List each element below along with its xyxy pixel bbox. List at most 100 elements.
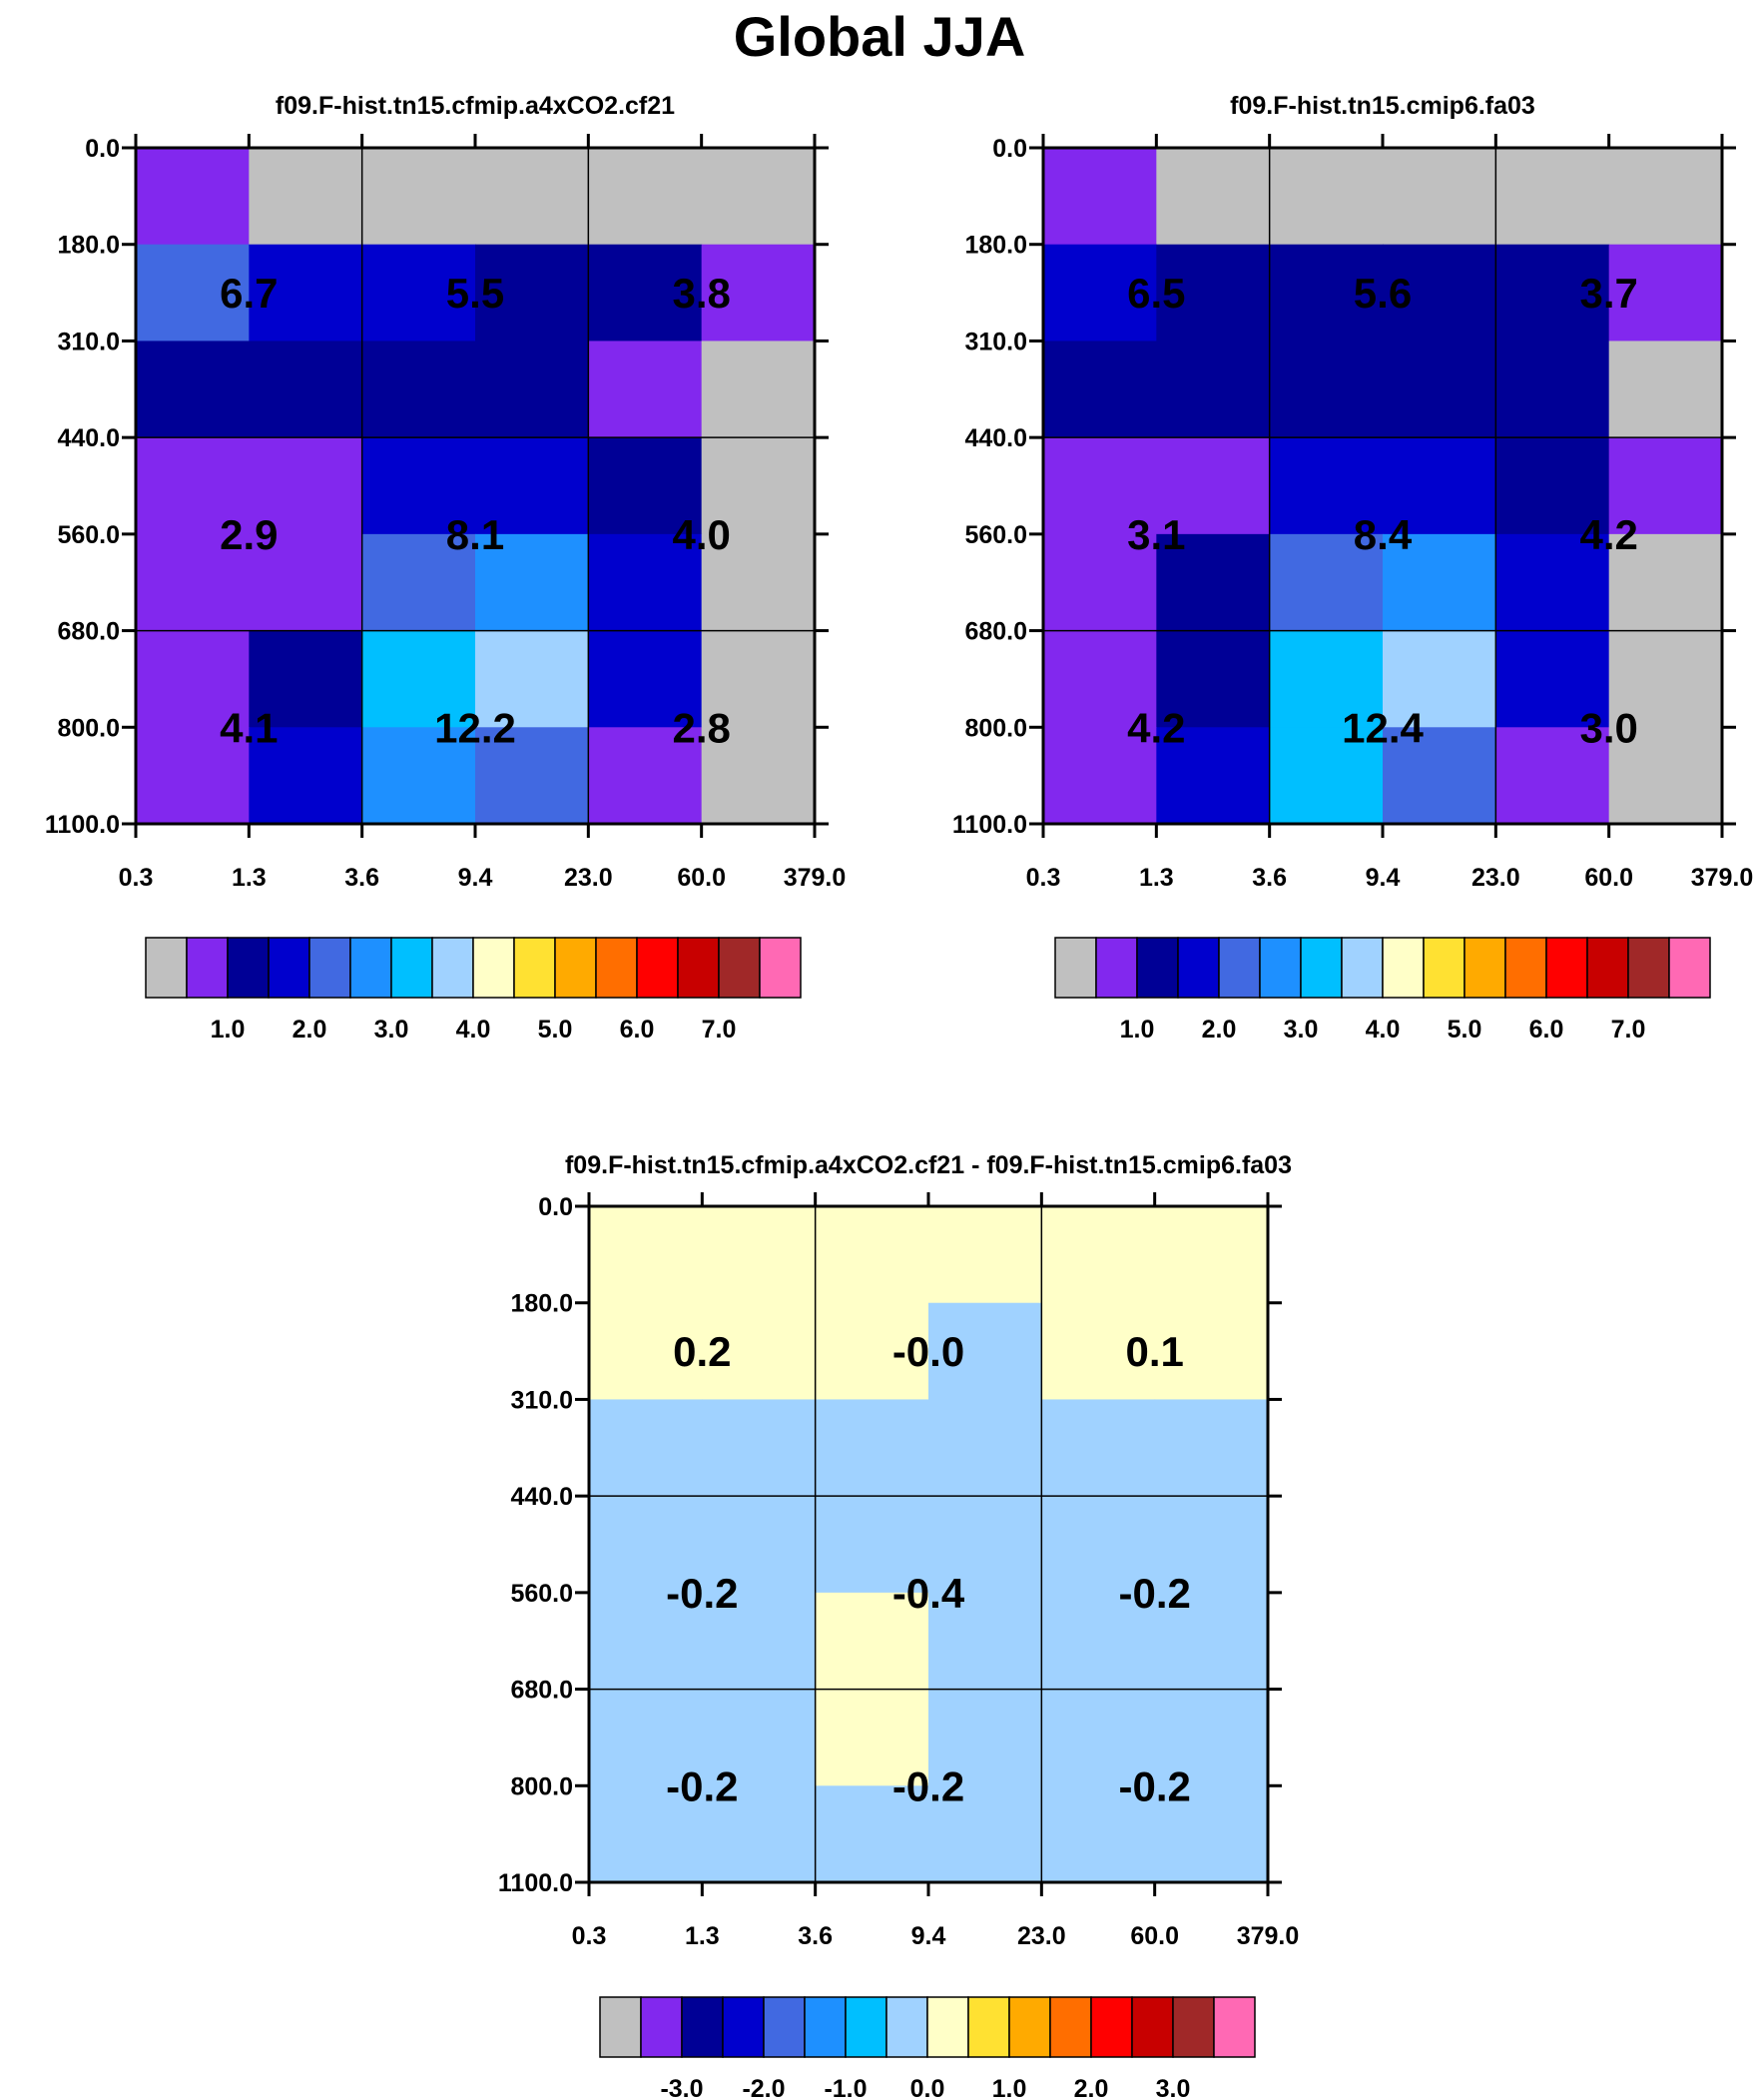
y-tick-label: 440.0 bbox=[964, 424, 1027, 452]
colorbar-box bbox=[1545, 937, 1588, 999]
cell-p2-r6-c0 bbox=[589, 1785, 703, 1883]
cell-p2-r5-c5 bbox=[1154, 1689, 1269, 1786]
y-tick-label: 310.0 bbox=[964, 328, 1027, 355]
y-tick-label: 0.0 bbox=[85, 135, 120, 163]
cell-p2-r2-c4 bbox=[1041, 1399, 1156, 1497]
cell-p1-r5-c3 bbox=[1383, 630, 1496, 728]
colorbar-label: 2.0 bbox=[293, 1016, 327, 1044]
y-tick-label: 560.0 bbox=[57, 521, 120, 549]
colorbar-box bbox=[431, 937, 474, 999]
cell-p0-r5-c4 bbox=[588, 630, 703, 728]
cell-p0-r6-c4 bbox=[588, 727, 703, 825]
x-tick-label: 23.0 bbox=[1017, 1922, 1066, 1950]
y-tick-label: 680.0 bbox=[57, 618, 120, 646]
cell-p2-r0-c1 bbox=[702, 1206, 817, 1304]
y-tick-label: 180.0 bbox=[57, 232, 120, 260]
cell-p0-r0-c3 bbox=[475, 148, 589, 246]
colorbar-label: 7.0 bbox=[702, 1016, 737, 1044]
cell-p0-r2-c4 bbox=[588, 341, 703, 438]
cell-p1-r6-c5 bbox=[1608, 727, 1723, 825]
x-tick-label: 1.3 bbox=[1139, 864, 1174, 892]
cell-p1-r1-c1 bbox=[1156, 244, 1271, 343]
colorbar-box bbox=[1090, 1996, 1133, 2058]
colorbar-box bbox=[1464, 937, 1506, 999]
cell-p1-r4-c0 bbox=[1043, 533, 1157, 632]
data-label: -0.0 bbox=[892, 1328, 964, 1375]
x-tick-label: 1.3 bbox=[685, 1922, 720, 1950]
cell-p0-r4-c3 bbox=[475, 533, 589, 632]
y-tick-label: 560.0 bbox=[964, 521, 1027, 549]
y-tick-label: 180.0 bbox=[964, 232, 1027, 260]
colorbar-box bbox=[599, 1996, 642, 2058]
y-tick-label: 800.0 bbox=[510, 1772, 573, 1800]
data-label: 3.7 bbox=[1579, 270, 1637, 317]
colorbar-box bbox=[1259, 937, 1302, 999]
data-label: 0.1 bbox=[1125, 1328, 1183, 1375]
data-label: 4.1 bbox=[220, 704, 278, 751]
colorbar-label: 2.0 bbox=[1074, 2075, 1109, 2100]
cell-p2-r1-c1 bbox=[702, 1302, 817, 1401]
cell-p0-r0-c2 bbox=[361, 148, 476, 246]
cell-p1-r1-c2 bbox=[1269, 244, 1384, 343]
cell-p1-r6-c2 bbox=[1269, 727, 1384, 825]
colorbar-box bbox=[349, 937, 392, 999]
x-tick-label: 60.0 bbox=[1130, 1922, 1179, 1950]
cell-p1-r0-c2 bbox=[1269, 148, 1384, 246]
data-label: 6.7 bbox=[220, 270, 278, 317]
colorbar-box bbox=[1627, 937, 1670, 999]
cell-p1-r6-c3 bbox=[1383, 727, 1496, 825]
colorbar-label: 5.0 bbox=[1448, 1016, 1482, 1044]
cell-p0-r2-c3 bbox=[475, 341, 589, 438]
colorbar-box bbox=[1218, 937, 1261, 999]
data-label: -0.2 bbox=[1118, 1570, 1190, 1617]
data-label: 3.0 bbox=[1579, 704, 1637, 751]
cell-p2-r0-c0 bbox=[589, 1206, 703, 1304]
cell-p0-r0-c1 bbox=[249, 148, 363, 246]
colorbar-box bbox=[268, 937, 310, 999]
data-label: 3.1 bbox=[1127, 511, 1185, 558]
cell-p0-r3-c4 bbox=[588, 437, 703, 535]
panel-title-difference: f09.F-hist.tn15.cfmip.a4xCO2.cf21 - f09.… bbox=[564, 1151, 1292, 1179]
cell-p0-r1-c0 bbox=[136, 244, 250, 343]
cell-p2-r4-c5 bbox=[1154, 1592, 1269, 1691]
cell-p0-r4-c2 bbox=[361, 533, 476, 632]
colorbar-box bbox=[1049, 1996, 1092, 2058]
colorbar-box bbox=[554, 937, 597, 999]
cell-p1-r6-c1 bbox=[1156, 727, 1271, 825]
cell-p0-r2-c0 bbox=[136, 341, 250, 438]
data-label: 5.5 bbox=[446, 270, 504, 317]
colorbar-box bbox=[1504, 937, 1547, 999]
data-label: 4.2 bbox=[1127, 704, 1185, 751]
y-tick-label: 440.0 bbox=[510, 1483, 573, 1511]
cell-p1-r1-c3 bbox=[1383, 244, 1496, 343]
cell-p1-r5-c0 bbox=[1043, 630, 1157, 728]
x-tick-label: 379.0 bbox=[1237, 1922, 1300, 1950]
colorbar-label: -1.0 bbox=[824, 2075, 867, 2100]
cell-p2-r1-c0 bbox=[589, 1302, 703, 1401]
figure-title: Global JJA bbox=[733, 5, 1026, 68]
cell-p2-r2-c0 bbox=[589, 1399, 703, 1497]
cell-p2-r4-c4 bbox=[1041, 1592, 1156, 1691]
cell-p2-r6-c4 bbox=[1041, 1785, 1156, 1883]
cell-p1-r5-c4 bbox=[1495, 630, 1610, 728]
cell-p2-r6-c5 bbox=[1154, 1785, 1269, 1883]
colorbar-box bbox=[677, 937, 720, 999]
data-label: 5.6 bbox=[1354, 270, 1412, 317]
data-label: 4.2 bbox=[1579, 511, 1637, 558]
cell-p0-r5-c1 bbox=[249, 630, 363, 728]
colorbar-box bbox=[1423, 937, 1466, 999]
colorbar-box bbox=[1131, 1996, 1174, 2058]
cell-p2-r0-c3 bbox=[928, 1206, 1042, 1304]
x-tick-label: 9.4 bbox=[1366, 864, 1401, 892]
cell-p1-r1-c4 bbox=[1495, 244, 1610, 343]
cell-p1-r4-c2 bbox=[1269, 533, 1384, 632]
colorbar-label: 5.0 bbox=[538, 1016, 573, 1044]
cell-p1-r0-c0 bbox=[1043, 148, 1157, 246]
cell-p2-r2-c3 bbox=[928, 1399, 1042, 1497]
cell-p2-r0-c5 bbox=[1154, 1206, 1269, 1304]
colorbar-box bbox=[804, 1996, 847, 2058]
cell-p2-r5-c4 bbox=[1041, 1689, 1156, 1786]
cell-p0-r1-c1 bbox=[249, 244, 363, 343]
cell-p2-r3-c5 bbox=[1154, 1496, 1269, 1594]
colorbar-label: 6.0 bbox=[620, 1016, 655, 1044]
